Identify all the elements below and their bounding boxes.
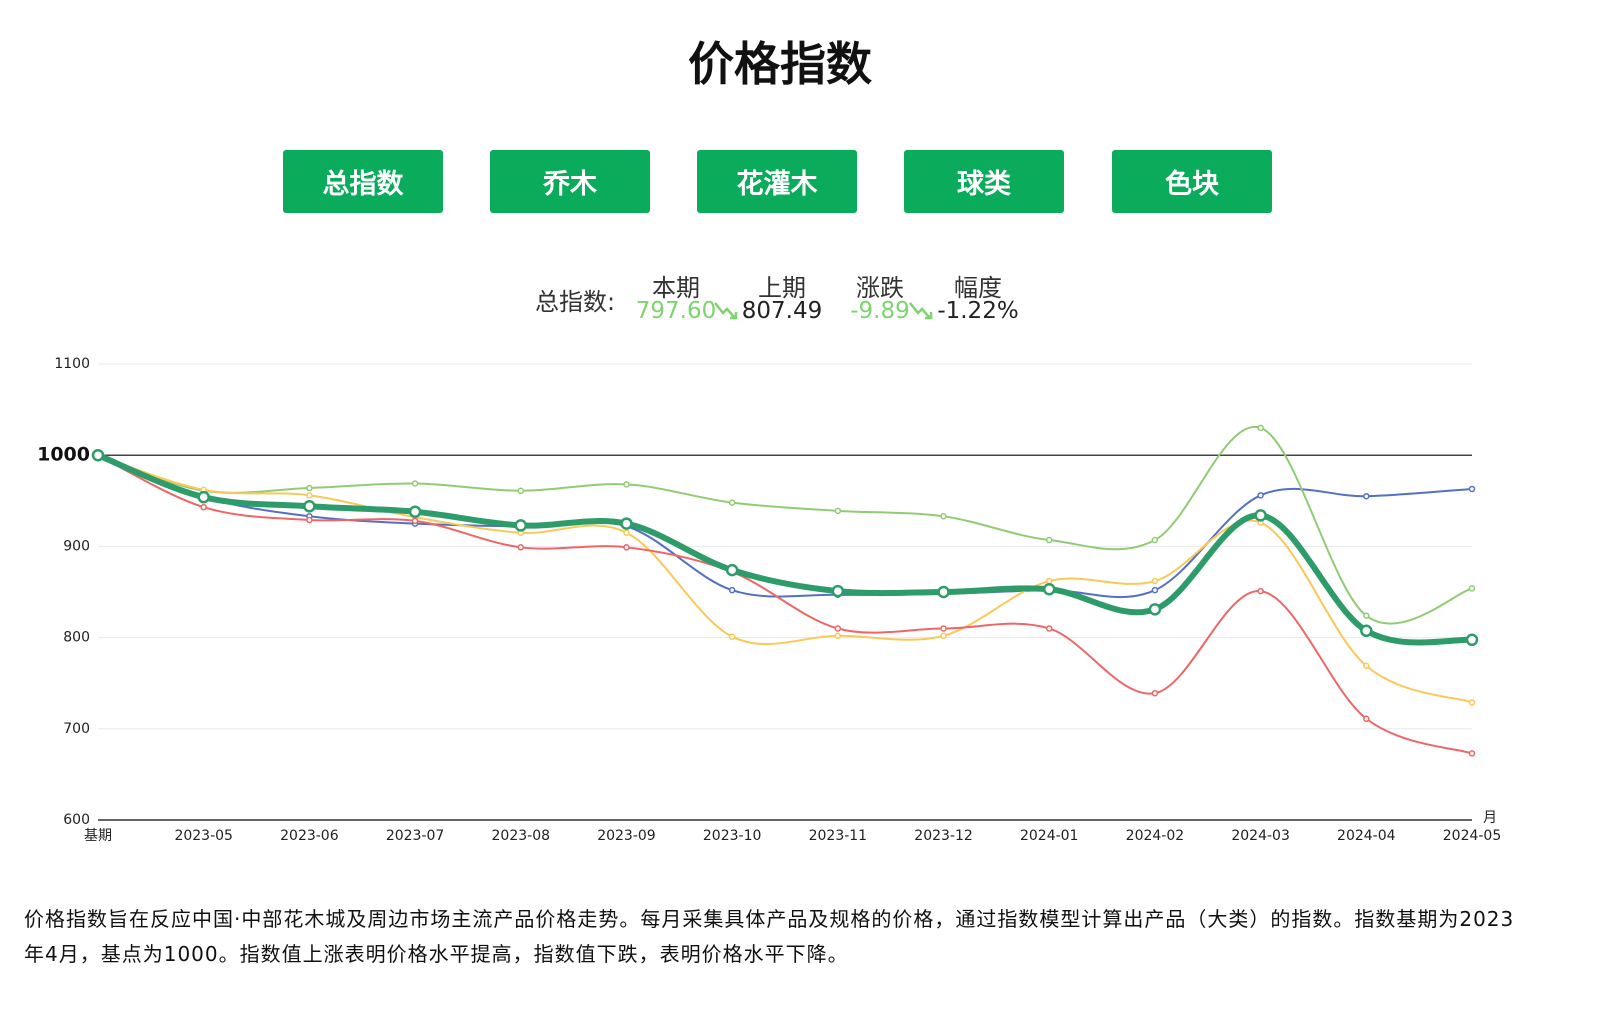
y-tick-label: 600	[63, 812, 90, 828]
data-point	[1363, 715, 1370, 723]
data-point	[1363, 662, 1370, 670]
summary-header: 本期	[652, 274, 700, 302]
data-point	[620, 517, 633, 530]
data-point	[1468, 750, 1476, 757]
data-point	[306, 492, 313, 499]
data-point	[940, 625, 947, 632]
data-point	[1257, 424, 1264, 432]
data-point	[514, 519, 528, 532]
data-point	[1257, 492, 1264, 499]
data-point	[728, 586, 736, 594]
tab[interactable]: 总指数	[283, 150, 443, 213]
y-tick-label: 1000	[37, 444, 90, 466]
data-point	[1151, 577, 1159, 585]
y-tick-label: 700	[63, 721, 90, 737]
summary-value: -9.89	[850, 298, 910, 324]
x-tick-label: 2024-01	[1020, 828, 1079, 844]
summary-header: 上期	[758, 274, 806, 302]
series-line	[97, 425, 1473, 625]
data-point	[1254, 509, 1267, 522]
y-tick-label: 800	[63, 630, 90, 646]
data-point	[517, 487, 525, 495]
x-tick-label: 2023-12	[914, 828, 973, 844]
series-line	[97, 454, 1473, 599]
data-point	[411, 517, 419, 525]
data-point	[1468, 485, 1476, 493]
data-point	[940, 513, 947, 520]
data-point	[725, 563, 739, 577]
data-point	[831, 584, 845, 598]
summary-value: 797.60	[635, 298, 717, 324]
data-point	[1257, 587, 1264, 595]
data-point	[408, 505, 422, 518]
data-point	[1042, 583, 1056, 596]
data-point	[834, 632, 842, 640]
data-point	[1360, 624, 1373, 638]
tab[interactable]: 花灌木	[697, 150, 857, 213]
summary-header: 涨跌	[856, 274, 904, 302]
down-arrow-icon	[909, 302, 933, 320]
data-point	[1468, 699, 1476, 706]
data-point	[1045, 577, 1053, 585]
data-point	[1465, 633, 1479, 647]
series-line	[96, 452, 1473, 646]
x-tick-label: 2024-03	[1231, 828, 1290, 844]
data-point	[834, 507, 842, 515]
data-point	[937, 585, 950, 599]
x-tick-label: 2023-09	[597, 828, 656, 844]
data-point	[1151, 586, 1159, 594]
data-point	[1045, 536, 1053, 544]
data-point	[197, 490, 210, 504]
data-point	[1363, 492, 1370, 500]
tab[interactable]: 球类	[904, 150, 1064, 213]
y-tick-label: 1100	[54, 356, 90, 372]
tab[interactable]: 色块	[1112, 150, 1272, 213]
data-point	[623, 481, 630, 488]
summary-value: 807.49	[741, 298, 823, 324]
data-point	[517, 544, 525, 551]
data-point	[1151, 689, 1159, 697]
description: 价格指数旨在反应中国·中部花木城及周边市场主流产品价格走势。每月采集具体产品及规…	[24, 907, 1515, 966]
data-point	[834, 625, 842, 632]
data-point	[1148, 603, 1162, 616]
data-point	[1363, 612, 1370, 619]
x-tick-label: 2023-06	[280, 828, 339, 844]
data-point	[728, 633, 736, 640]
data-point	[1045, 625, 1053, 632]
y-tick-label: 900	[63, 538, 90, 554]
x-tick-label: 2023-11	[809, 828, 868, 844]
data-point	[303, 500, 316, 513]
x-tick-label: 2024-02	[1126, 828, 1185, 844]
x-tick-label: 2024-05	[1443, 828, 1502, 844]
data-point	[1468, 585, 1476, 592]
x-tick-label: 2023-05	[174, 828, 233, 844]
data-point	[306, 516, 313, 524]
data-point	[1151, 536, 1159, 544]
data-point	[728, 499, 736, 506]
page-title: 价格指数	[688, 37, 872, 91]
data-point	[623, 529, 630, 536]
data-point	[91, 448, 105, 462]
x-tick-label: 2023-08	[492, 828, 551, 844]
x-axis-label: 月	[1483, 810, 1497, 826]
data-point	[200, 503, 207, 511]
chart: 600 700 800 900 1000 1100 基期 2023-05 2023-06 2023…	[37, 356, 1502, 844]
x-tick-label: 基期	[84, 827, 112, 844]
series-line	[97, 454, 1473, 755]
data-point	[623, 544, 630, 551]
summary-header: 幅度	[954, 274, 1002, 302]
down-arrow-icon	[714, 302, 738, 320]
x-tick-label: 2023-07	[386, 828, 445, 844]
x-tick-label: 2023-10	[703, 828, 762, 844]
data-point	[306, 484, 313, 492]
data-point	[940, 632, 947, 640]
data-point	[411, 480, 419, 487]
summary-label: 总指数:	[535, 288, 616, 316]
summary-value: -1.22%	[937, 298, 1019, 324]
tab[interactable]: 乔木	[490, 150, 650, 213]
x-tick-label: 2024-04	[1337, 828, 1396, 844]
